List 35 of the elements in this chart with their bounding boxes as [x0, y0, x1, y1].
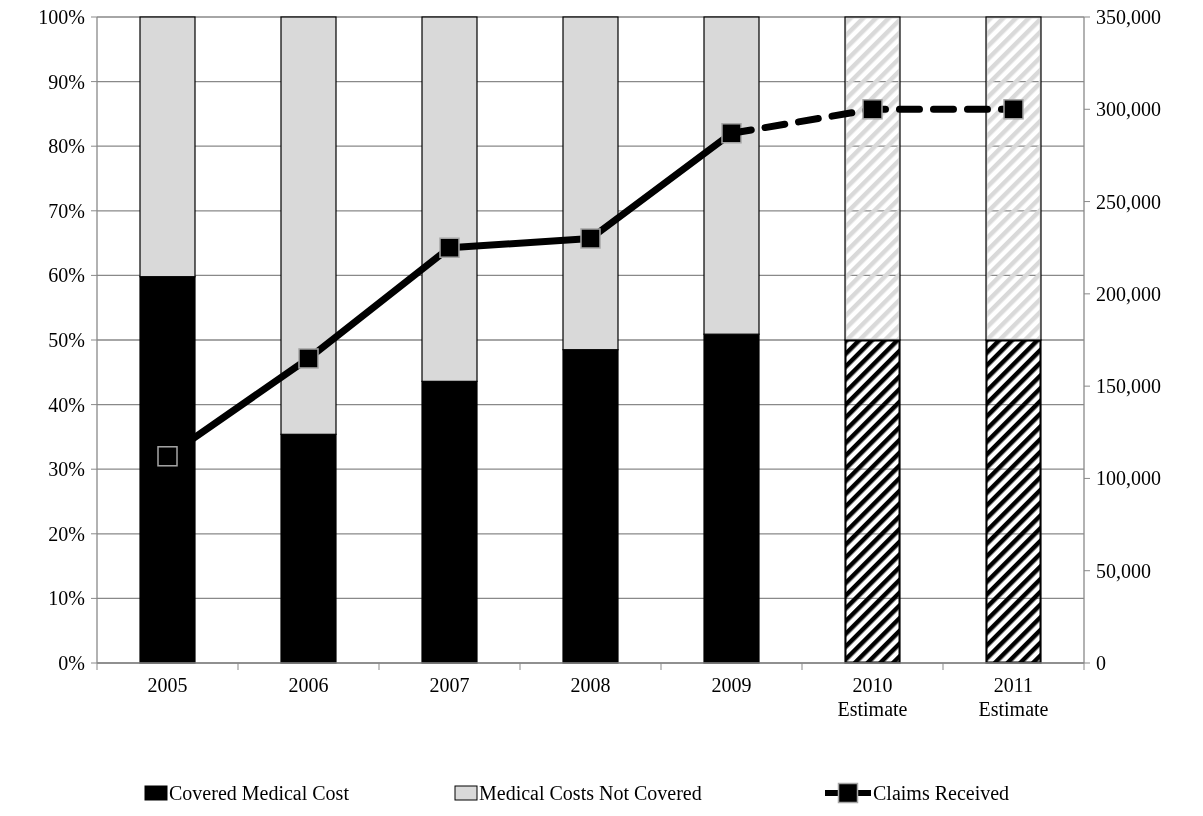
point — [157, 446, 178, 467]
legend-label: Claims Received — [873, 782, 1010, 804]
legend-label: Covered Medical Cost — [169, 782, 350, 804]
y-tick-label: 100% — [38, 6, 85, 28]
y2-tick-label: 300,000 — [1096, 98, 1161, 121]
x-tick-label: 2009 — [711, 674, 752, 696]
y-tick-label: 50% — [48, 329, 85, 351]
y2-tick-label: 0 — [1096, 652, 1106, 674]
y2-tick-label: 200,000 — [1096, 282, 1161, 305]
y2-tick-label: 100,000 — [1096, 467, 1161, 490]
y-tick-label: 0% — [58, 652, 85, 674]
y-tick-label: 30% — [48, 458, 85, 481]
y-tick-label: 70% — [48, 199, 85, 222]
y-tick-label: 60% — [48, 264, 85, 287]
point — [580, 228, 601, 249]
point — [439, 237, 460, 258]
x-tick-label: 2007 — [429, 674, 470, 696]
legend-label: Medical Costs Not Covered — [479, 782, 702, 804]
y2-tick-label: 350,000 — [1096, 6, 1161, 28]
y-tick-label: 90% — [48, 70, 85, 93]
y-tick-label: 40% — [48, 393, 85, 416]
y-tick-label: 80% — [48, 135, 85, 158]
point — [1003, 99, 1024, 120]
y-tick-label: 10% — [48, 587, 85, 610]
x-tick-label: 2011 Estimate — [978, 674, 1049, 720]
y2-tick-label: 50,000 — [1096, 559, 1151, 582]
point — [862, 99, 883, 120]
x-tick-label: 2008 — [570, 674, 611, 696]
y-tick-label: 20% — [48, 522, 85, 545]
point — [298, 348, 319, 369]
x-tick-label: 2005 — [147, 674, 188, 696]
x-tick-label: 2010 Estimate — [837, 674, 908, 720]
x-tick-label: 2006 — [288, 674, 329, 696]
y2-tick-label: 250,000 — [1096, 190, 1161, 213]
y2-tick-label: 150,000 — [1096, 375, 1161, 398]
